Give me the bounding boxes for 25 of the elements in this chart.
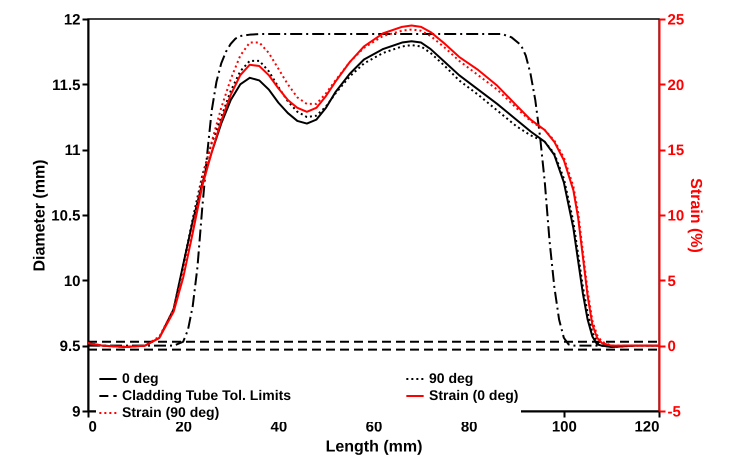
legend-label: Strain (0 deg) [429,387,518,403]
y-tick-label: 12 [64,12,80,28]
y2-tick-label: -5 [668,404,681,420]
y2-axis-title: Strain (%) [687,178,704,253]
y-tick-label: 9.5 [60,338,80,356]
x-tick-label: 0 [88,418,97,436]
legend-label: Cladding Tube Tol. Limits [122,387,292,403]
y2-tick-label: 20 [668,76,684,94]
legend-label: 90 deg [429,370,474,386]
y2-tick-label: 10 [668,208,684,224]
y-tick-label: 11 [64,142,80,160]
y-tick-label: 10.5 [51,208,80,224]
y2-tick-label: 15 [668,142,684,160]
legend-label: Strain (90 deg) [122,404,220,420]
x-tick-label: 120 [634,418,660,436]
y2-tick-label: 5 [668,272,676,290]
y-tick-label: 11.5 [52,76,80,94]
x-axis-title: Length (mm) [326,438,422,456]
y-tick-label: 9 [72,404,80,420]
y2-tick-label: 25 [668,12,684,28]
legend-label: 0 deg [122,370,159,386]
y2-tick-label: 0 [668,338,676,356]
y-tick-label: 10 [64,272,80,290]
x-tick-label: 100 [552,418,577,436]
y-axis-title: Diameter (mm) [31,159,48,272]
